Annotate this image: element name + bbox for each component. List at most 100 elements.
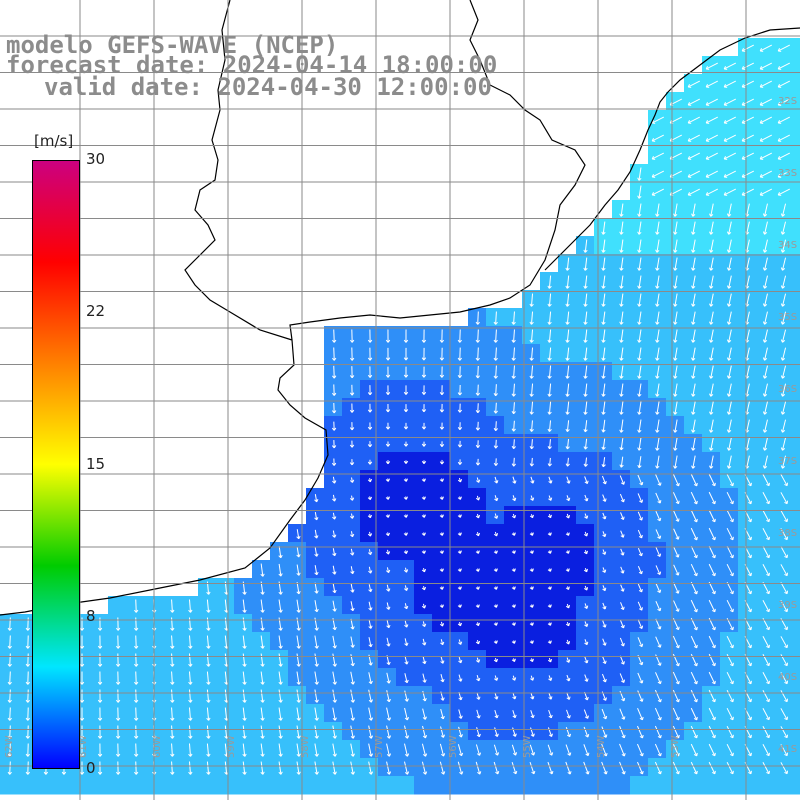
wind-arrow <box>493 761 500 775</box>
wind-arrow <box>367 531 373 537</box>
field-cell <box>486 344 505 363</box>
wind-arrow <box>762 455 768 469</box>
wind-arrow <box>493 550 498 554</box>
wind-arrow <box>403 366 409 378</box>
wind-arrow <box>601 438 606 450</box>
wind-arrow <box>529 401 534 415</box>
wind-arrow <box>705 134 719 142</box>
field-cell <box>396 722 415 741</box>
field-cell <box>342 776 361 795</box>
field-cell <box>792 506 800 525</box>
wind-arrow <box>777 62 791 70</box>
wind-arrow <box>655 437 660 451</box>
wind-arrow <box>690 563 698 577</box>
wind-arrow <box>780 275 787 289</box>
field-cell <box>180 614 199 633</box>
wind-arrow <box>780 257 787 271</box>
wind-arrow <box>511 658 516 663</box>
field-cell <box>414 326 433 345</box>
wind-arrow <box>493 586 498 590</box>
wind-arrow <box>777 170 791 178</box>
field-cell <box>342 506 361 525</box>
wind-arrow <box>97 671 103 685</box>
field-cell <box>108 722 127 741</box>
field-cell <box>270 578 289 597</box>
wind-arrow <box>314 671 319 685</box>
field-cell <box>684 236 703 255</box>
field-cell <box>576 380 595 399</box>
wind-arrow <box>690 743 698 757</box>
field-cell <box>666 434 685 453</box>
wind-arrow <box>512 692 517 700</box>
field-cell <box>396 452 415 471</box>
field-cell <box>108 758 127 777</box>
latitude-label: 33S <box>778 168 797 179</box>
wind-arrow <box>350 743 355 757</box>
longitude-label: 57W <box>374 735 385 758</box>
wind-arrow <box>672 473 680 487</box>
wind-arrow <box>385 532 391 537</box>
wind-arrow <box>780 582 789 595</box>
wind-arrow <box>709 311 714 325</box>
field-cell <box>702 146 721 165</box>
field-cell <box>648 182 667 201</box>
field-cell <box>648 416 667 435</box>
field-cell <box>720 56 739 75</box>
wind-arrow <box>368 584 373 593</box>
field-cell <box>414 596 433 615</box>
field-cell <box>378 542 397 561</box>
field-cell <box>450 740 469 759</box>
wind-arrow <box>654 707 662 721</box>
wind-arrow <box>79 725 85 739</box>
wind-arrow <box>278 599 283 613</box>
field-cell <box>612 416 631 435</box>
field-cell <box>342 524 361 543</box>
field-cell <box>774 92 793 111</box>
field-cell <box>738 200 757 219</box>
wind-arrow <box>690 599 698 613</box>
field-cell <box>450 344 469 363</box>
wind-arrow <box>439 568 444 572</box>
field-cell <box>648 110 667 129</box>
wind-arrow <box>530 495 535 501</box>
field-cell <box>666 164 685 183</box>
wind-arrow <box>565 532 570 536</box>
field-cell <box>792 326 800 345</box>
field-cell <box>648 380 667 399</box>
field-cell <box>450 776 469 795</box>
wind-arrow <box>583 365 588 379</box>
field-cell <box>414 740 433 759</box>
longitude-label: 56W <box>448 735 459 758</box>
field-cell <box>774 236 793 255</box>
wind-arrow <box>331 403 337 414</box>
wind-arrow <box>332 548 337 557</box>
colorbar-unit: [m/s] <box>34 132 74 150</box>
field-cell <box>360 398 379 417</box>
field-cell <box>792 74 800 93</box>
field-cell <box>360 632 379 651</box>
field-cell <box>360 650 379 669</box>
longitude-label: 53W <box>670 735 681 758</box>
wind-arrow <box>368 761 374 775</box>
wind-arrow <box>260 689 265 703</box>
field-cell <box>648 290 667 309</box>
wind-arrow <box>709 401 714 415</box>
wind-arrow <box>260 635 265 649</box>
wind-arrow <box>637 511 643 521</box>
field-cell <box>576 236 595 255</box>
wind-arrow <box>331 440 337 449</box>
field-cell <box>738 56 757 75</box>
field-cell <box>792 650 800 669</box>
wind-arrow <box>385 441 391 447</box>
wind-arrow <box>547 622 552 626</box>
wind-arrow <box>457 384 463 396</box>
wind-arrow <box>565 603 571 609</box>
field-cell <box>684 290 703 309</box>
wind-arrow <box>242 689 247 703</box>
wind-arrow <box>620 566 625 574</box>
field-cell <box>450 686 469 705</box>
field-cell <box>666 182 685 201</box>
field-cell <box>792 668 800 687</box>
wind-arrow <box>548 495 553 501</box>
